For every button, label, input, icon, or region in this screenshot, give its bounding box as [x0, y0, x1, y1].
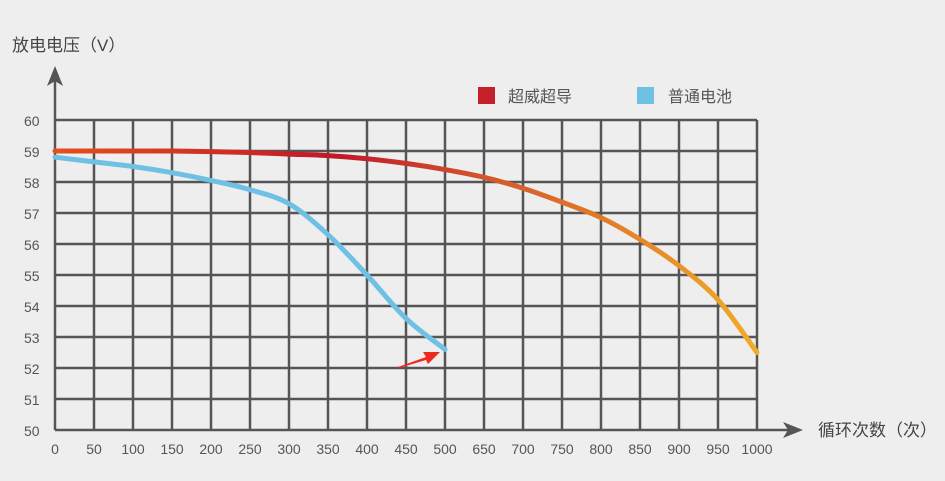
legend-label-1: 普通电池: [668, 88, 732, 106]
y-tick-label: 54: [24, 299, 40, 315]
annotation-arrow-icon: [398, 352, 440, 368]
x-tick-label: 50: [86, 441, 102, 457]
x-tick-label: 150: [160, 441, 184, 457]
x-tick-label: 500: [433, 441, 457, 457]
x-tick-label: 250: [238, 441, 262, 457]
x-tick-label: 650: [472, 441, 496, 457]
y-tick-label: 60: [24, 113, 40, 129]
x-tick-label: 750: [550, 441, 574, 457]
y-tick-label: 50: [24, 423, 40, 439]
y-axis-label: 放电电压（V）: [12, 36, 125, 55]
x-tick-labels: 0 50 100 150 200 250 300 350 400 450 500 650 700 750 8…: [51, 441, 773, 457]
x-tick-label: 200: [199, 441, 223, 457]
x-tick-label: 400: [355, 441, 379, 457]
x-tick-label: 0: [51, 441, 59, 457]
x-tick-label: 1000: [741, 441, 772, 457]
x-tick-label: 950: [706, 441, 730, 457]
x-tick-label: 700: [511, 441, 535, 457]
x-tick-label: 850: [628, 441, 652, 457]
axes: [47, 66, 803, 438]
y-tick-label: 57: [24, 206, 40, 222]
x-tick-label: 900: [667, 441, 691, 457]
x-tick-label: 450: [394, 441, 418, 457]
y-axis-arrow-icon: [47, 66, 63, 86]
series-lines: [52, 148, 760, 355]
x-axis-label: 循环次数（次）: [818, 421, 937, 440]
y-tick-label: 56: [24, 237, 40, 253]
x-tick-label: 100: [121, 441, 145, 457]
y-tick-labels: 50 51 52 53 54 55 56 57 58 59 60: [24, 113, 40, 439]
x-axis-arrow-icon: [783, 422, 803, 438]
x-tick-label: 800: [589, 441, 613, 457]
y-tick-label: 52: [24, 361, 40, 377]
legend-swatch-0: [478, 87, 495, 104]
y-tick-label: 51: [24, 392, 40, 408]
y-tick-label: 59: [24, 144, 40, 160]
series-line-1: [52, 154, 448, 352]
series-line-0: [52, 148, 760, 355]
y-tick-label: 53: [24, 330, 40, 346]
legend-swatch-1: [637, 87, 654, 104]
legend-label-0: 超威超导: [508, 88, 572, 106]
y-tick-label: 58: [24, 175, 40, 191]
x-tick-label: 350: [316, 441, 340, 457]
y-tick-label: 55: [24, 268, 40, 284]
legend: 超威超导 普通电池: [478, 87, 732, 106]
grid: [55, 118, 759, 430]
x-tick-label: 300: [277, 441, 301, 457]
